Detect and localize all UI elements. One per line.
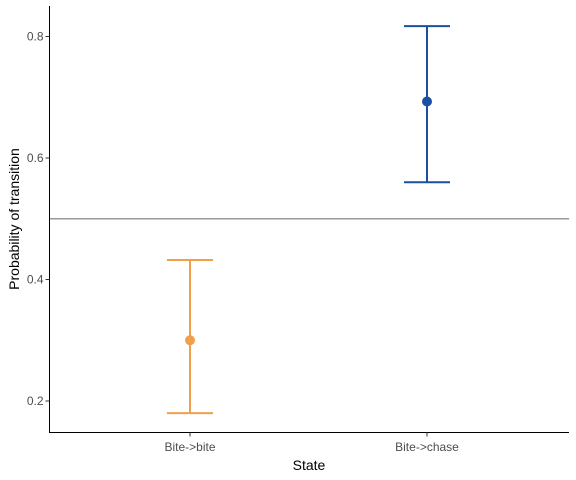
x-tick-label: Bite->bite bbox=[164, 440, 215, 454]
y-tick-label: 0.6 bbox=[27, 151, 44, 165]
x-tick-label: Bite->chase bbox=[395, 440, 459, 454]
y-tick-label: 0.8 bbox=[27, 30, 44, 44]
y-tick-label: 0.4 bbox=[27, 273, 44, 287]
data-point bbox=[185, 335, 195, 346]
ticks-layer: 0.2 0.4 0.6 0.8 Bite->bite Bite->chase bbox=[27, 30, 459, 455]
x-axis-title: State bbox=[293, 457, 326, 473]
data-point bbox=[422, 96, 432, 107]
point-group-2 bbox=[404, 25, 450, 184]
marks-layer bbox=[167, 25, 450, 415]
point-group-1 bbox=[167, 259, 213, 415]
y-tick-label: 0.2 bbox=[27, 394, 44, 408]
y-axis-title: Probability of transition bbox=[6, 148, 22, 290]
axes-layer bbox=[49, 6, 569, 433]
